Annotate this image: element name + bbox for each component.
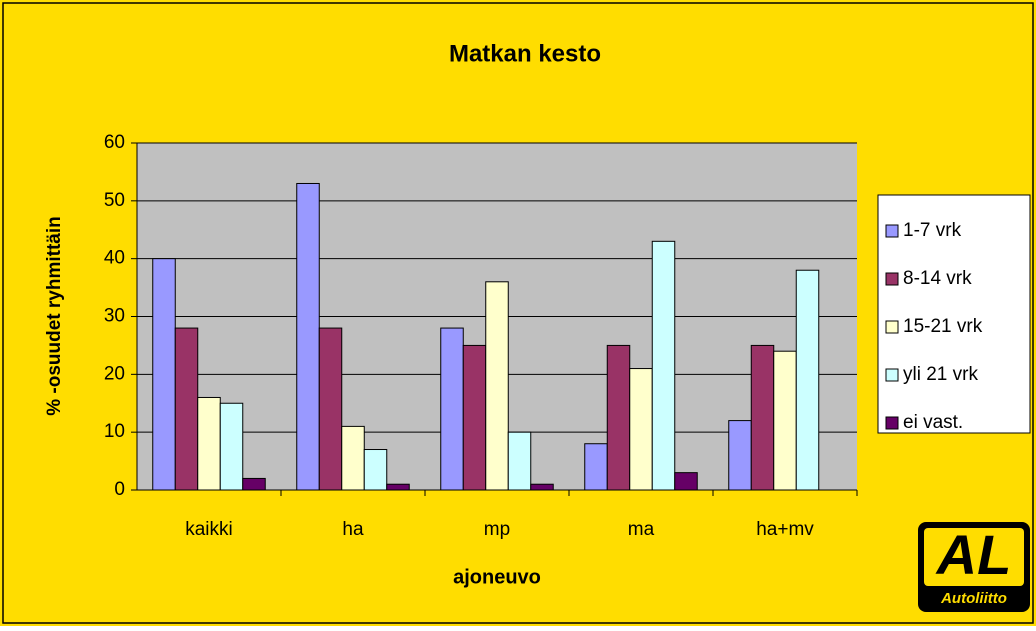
bar	[629, 368, 653, 491]
logo-mark: AL	[935, 523, 1012, 586]
bar	[242, 477, 266, 491]
legend-swatch	[885, 368, 899, 382]
legend-box	[877, 194, 1031, 434]
logo: AL Autoliitto	[918, 522, 1030, 612]
bar	[174, 327, 199, 491]
bar	[341, 425, 365, 491]
legend-label: 1-7 vrk	[903, 220, 962, 241]
y-tick-label: 60	[104, 132, 125, 153]
logo-inner	[924, 528, 1024, 586]
legend-label: 8-14 vrk	[903, 268, 972, 289]
bar	[674, 472, 698, 491]
legend-label: 15-21 vrk	[903, 316, 983, 337]
bar	[651, 240, 676, 491]
bar	[197, 396, 221, 491]
logo-name: Autoliitto	[940, 590, 1007, 607]
bar	[152, 258, 176, 491]
bar	[530, 483, 554, 491]
x-axis-label: ajoneuvo	[453, 566, 541, 588]
bar	[462, 344, 487, 491]
legend-swatch	[885, 320, 899, 334]
bar	[606, 344, 631, 491]
bar	[219, 402, 244, 491]
bar	[296, 182, 320, 491]
bar	[507, 431, 532, 491]
bar	[318, 327, 343, 491]
legend-swatch	[885, 416, 899, 430]
y-tick-label: 30	[104, 306, 125, 327]
legend-label: yli 21 vrk	[903, 364, 978, 385]
chart-title: Matkan kesto	[449, 40, 601, 67]
x-tick-label: ha	[342, 519, 364, 540]
bar	[386, 483, 410, 491]
y-axis-label: % -osuudet ryhmittäin	[44, 216, 65, 416]
bar	[363, 449, 388, 491]
bar	[440, 327, 464, 491]
legend-label: ei vast.	[903, 412, 963, 433]
y-tick-label: 0	[114, 479, 125, 500]
bar	[750, 344, 775, 491]
y-tick-label: 40	[104, 248, 125, 269]
bar	[773, 350, 797, 491]
x-tick-label: ma	[628, 519, 655, 540]
x-tick-label: kaikki	[185, 519, 233, 540]
y-tick-label: 20	[104, 363, 125, 384]
bar	[728, 420, 752, 491]
bar	[584, 443, 608, 491]
y-tick-label: 10	[104, 421, 125, 442]
legend-swatch	[885, 272, 899, 286]
x-tick-label: ha+mv	[756, 519, 814, 540]
bar	[795, 269, 820, 491]
legend-swatch	[885, 224, 899, 238]
x-tick-label: mp	[484, 519, 510, 540]
y-tick-label: 50	[104, 190, 125, 211]
bar	[485, 281, 509, 491]
